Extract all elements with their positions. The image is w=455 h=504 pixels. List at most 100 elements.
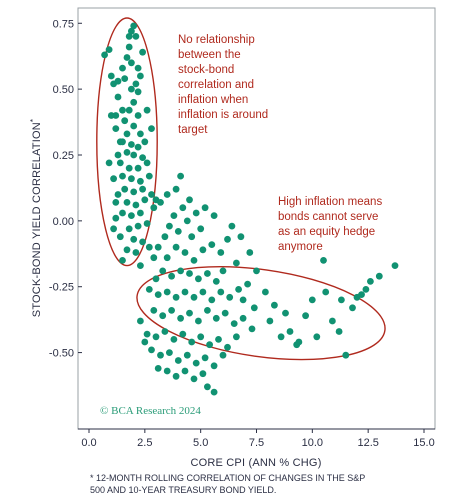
annotation-line: as an equity hedge — [278, 226, 375, 238]
data-point — [137, 177, 144, 185]
data-point — [166, 349, 173, 356]
data-point — [134, 164, 142, 172]
footnote: * 12-MONTH ROLLING CORRELATION OF CHANGE… — [90, 473, 365, 495]
data-point — [125, 106, 133, 114]
y-axis-title-marker: * — [29, 119, 38, 122]
data-point — [190, 293, 198, 301]
annotation-line: No relationship — [178, 34, 255, 46]
data-point — [172, 372, 180, 380]
data-point — [367, 278, 374, 285]
data-point — [150, 307, 158, 314]
data-point — [204, 307, 211, 314]
data-point — [391, 262, 399, 269]
data-point — [114, 77, 122, 85]
y-tick-label: -0.25 — [49, 282, 74, 294]
y-axis: 0.75 0.50 0.25 0.00 -0.25 -0.50 STOCK-BOND YI… — [29, 18, 82, 360]
data-point — [130, 235, 138, 243]
data-point — [119, 257, 126, 264]
data-point — [157, 351, 164, 359]
x-tick-label: 12.5 — [357, 437, 378, 449]
data-point — [134, 88, 142, 96]
data-point — [134, 222, 142, 230]
data-point — [172, 243, 180, 251]
data-point — [119, 172, 126, 180]
data-point — [159, 312, 167, 320]
annotation-low-inflation: No relationship between the stock-bond corr… — [178, 34, 268, 136]
x-axis: 0.0 2.5 5.0 7.5 10.0 12.5 15.0 CORE CPI (ANN %… — [78, 428, 435, 469]
data-point — [172, 293, 180, 301]
data-point — [143, 106, 151, 114]
data-point — [195, 275, 202, 283]
data-point — [228, 222, 236, 230]
data-point — [105, 46, 113, 53]
data-point — [188, 233, 196, 241]
data-point — [116, 159, 124, 167]
annotation-line: inflation is around — [178, 109, 268, 121]
data-point — [148, 191, 155, 198]
annotation-line: correlation and — [178, 79, 254, 91]
data-point — [224, 343, 231, 351]
data-point — [286, 328, 294, 335]
credit-text: © BCA Research 2024 — [100, 405, 201, 417]
data-point — [208, 296, 216, 304]
x-tick-label: 15.0 — [413, 437, 434, 449]
data-point — [233, 259, 240, 267]
data-point — [141, 338, 149, 346]
x-axis-title: CORE CPI (ANN % CHG) — [190, 457, 321, 469]
y-tick-label: 0.00 — [53, 216, 74, 228]
data-point — [248, 325, 256, 333]
data-point — [237, 233, 245, 241]
data-point — [125, 33, 133, 40]
data-point — [192, 359, 200, 367]
data-point — [199, 288, 207, 296]
data-point — [277, 333, 285, 341]
x-tick-label: 2.5 — [137, 437, 152, 449]
data-point — [119, 138, 126, 146]
data-point — [145, 286, 153, 293]
data-point — [226, 293, 234, 301]
data-point — [139, 154, 147, 162]
data-point — [163, 367, 171, 375]
data-point — [342, 351, 350, 359]
data-point — [192, 209, 200, 217]
data-point — [168, 272, 176, 280]
y-ticks: 0.75 0.50 0.25 0.00 -0.25 -0.50 — [49, 18, 82, 360]
x-tick-label: 5.0 — [193, 437, 208, 449]
data-point — [130, 188, 138, 196]
data-point — [206, 341, 214, 349]
data-point — [130, 22, 138, 30]
data-point — [112, 125, 120, 132]
annotation-line: bonds cannot serve — [278, 211, 378, 223]
data-point — [163, 288, 171, 296]
annotation-high-inflation: High inflation means bonds cannot serve as… — [278, 196, 382, 253]
data-point — [197, 225, 205, 233]
data-point — [130, 122, 138, 130]
data-point — [212, 278, 220, 285]
data-point — [134, 112, 142, 119]
data-point — [181, 367, 189, 375]
data-point — [262, 288, 269, 296]
data-point — [181, 249, 189, 256]
data-point — [137, 72, 144, 80]
points-layer — [101, 22, 399, 396]
data-point — [143, 220, 151, 227]
data-point — [132, 33, 140, 40]
data-point — [134, 64, 142, 72]
data-point — [179, 204, 187, 212]
data-point — [132, 80, 140, 88]
data-point — [110, 175, 117, 183]
y-axis-title: STOCK-BOND YIELD CORRELATION* — [29, 119, 43, 317]
data-point — [295, 338, 303, 346]
data-point — [322, 288, 330, 296]
data-point — [154, 291, 162, 298]
data-point — [313, 333, 321, 341]
data-point — [152, 333, 160, 341]
high-inflation-ellipse — [136, 265, 386, 361]
footnote-line: * 12-MONTH ROLLING CORRELATION OF CHANGE… — [90, 473, 365, 483]
data-point — [112, 214, 120, 222]
data-point — [188, 338, 196, 346]
data-point — [130, 98, 138, 106]
data-point — [210, 362, 218, 370]
data-point — [143, 330, 151, 338]
data-point — [174, 228, 182, 235]
